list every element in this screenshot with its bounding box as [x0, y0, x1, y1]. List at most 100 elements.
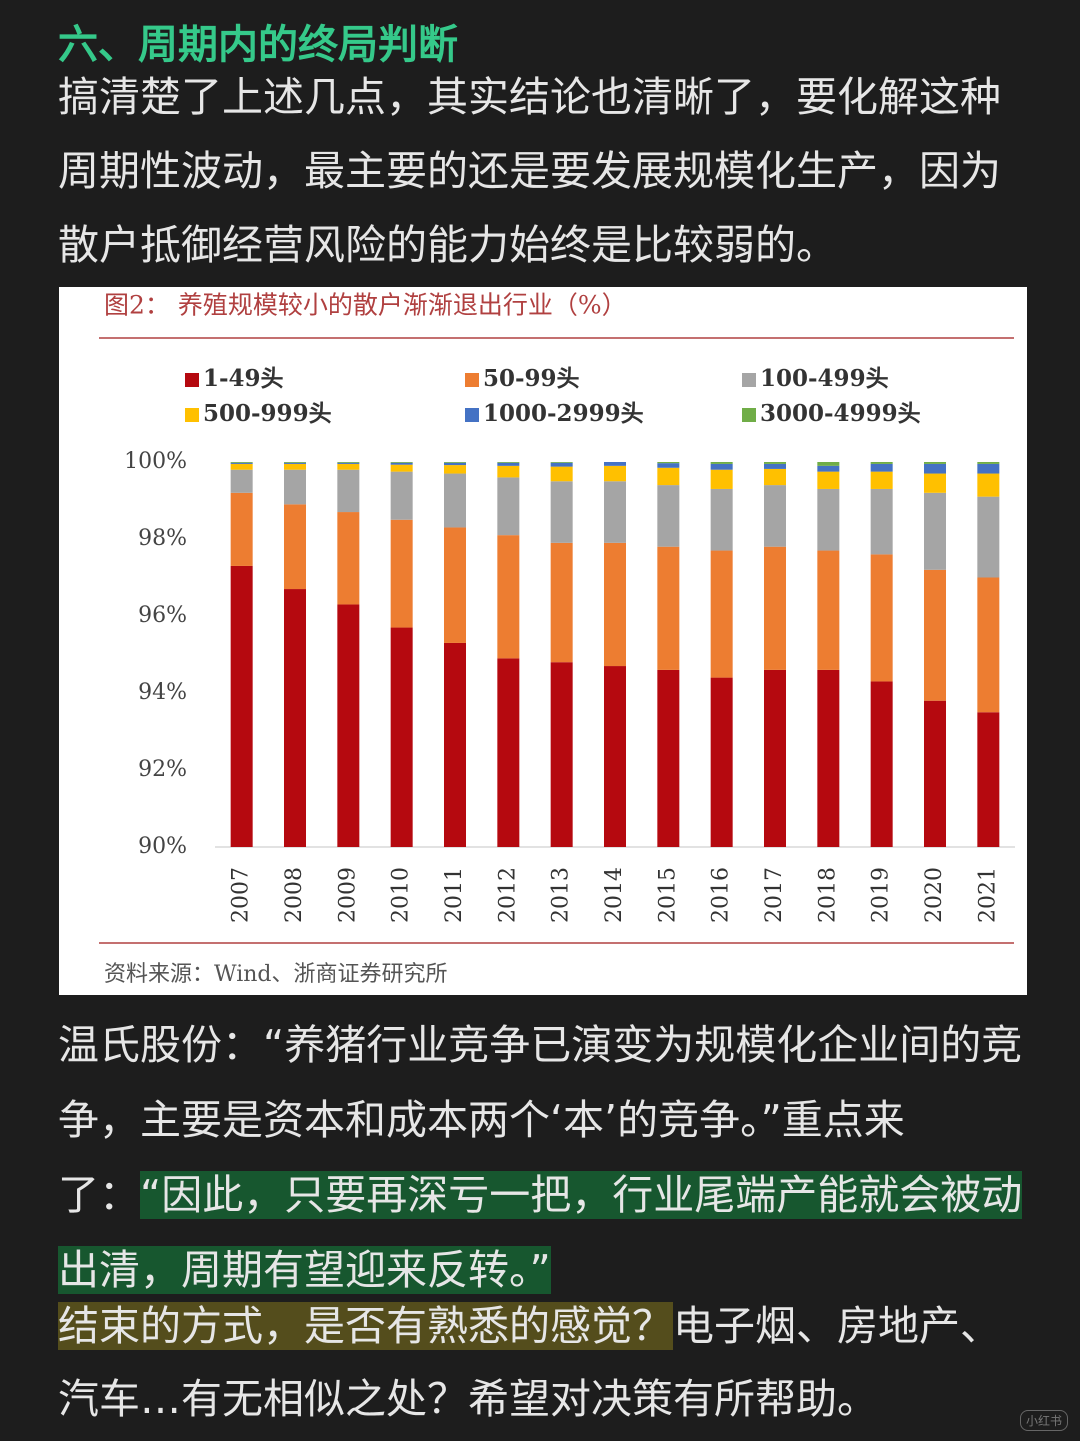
bar-segment: [710, 677, 733, 847]
bar-segment: [550, 462, 573, 463]
paragraph: 结束的方式，是否有熟悉的感觉？电子烟、房地产、汽车…有无相似之处？希望对决策有所…: [58, 1290, 1023, 1436]
bar-segment: [924, 463, 946, 474]
bar-segment: [870, 463, 893, 472]
bar-segment: [444, 527, 466, 643]
text: 电子烟、房地产、汽车…有无相似之处？希望对决策有所帮助。: [58, 1302, 1001, 1423]
bar-segment: [764, 468, 786, 486]
legend-swatch: [742, 408, 756, 422]
x-tick-label: 2011: [442, 867, 467, 923]
legend-swatch: [185, 408, 199, 422]
paragraph: 温氏股份：“养猪行业竞争已演变为规模化企业间的竞争，主要是资本和成本两个‘本’的…: [58, 1008, 1023, 1308]
x-tick-label: 2012: [495, 867, 520, 923]
bar-segment: [657, 463, 680, 468]
legend-swatch: [185, 373, 199, 387]
x-tick-label: 2021: [975, 867, 1000, 923]
bar-segment: [337, 469, 360, 513]
bar-segment: [390, 519, 413, 628]
x-tick-label: 2013: [549, 867, 574, 923]
legend-swatch: [465, 373, 479, 387]
bar-segment: [337, 463, 360, 470]
bar-segment: [817, 465, 840, 472]
bar-segment: [497, 535, 520, 659]
heading: 六、周期内的终局判断: [58, 22, 458, 68]
x-tick-label: 2019: [869, 867, 894, 923]
highlight: 结束的方式，是否有熟悉的感觉？: [58, 1302, 673, 1350]
chart-title: 图2： 养殖规模较小的散户渐渐退出行业（%）: [104, 291, 627, 320]
y-tick-label: 90%: [138, 834, 187, 859]
bar-segment: [710, 488, 733, 551]
bar-segment: [710, 463, 733, 470]
bar-segment: [230, 469, 253, 493]
text: 温氏股份：“养猪行业竞争已演变为规模化企业间的竞争，主要是资本和成本两个‘本’的…: [58, 1021, 1023, 1219]
bar-segment: [710, 469, 733, 489]
bar-segment: [977, 712, 1000, 847]
bar-segment: [870, 554, 893, 682]
bar-segment: [924, 462, 946, 464]
legend-label: 3000-4999头: [760, 400, 921, 427]
bar-segment: [924, 492, 946, 570]
bar-segment: [657, 467, 680, 486]
x-tick-label: 2016: [709, 867, 734, 923]
bar-segment: [337, 462, 360, 463]
bar-segment: [337, 604, 360, 847]
source: 资料来源：Wind、浙商证券研究所: [104, 962, 448, 987]
legend-label: 100-499头: [760, 365, 889, 392]
bar-segment: [604, 542, 626, 667]
bar-segment: [497, 462, 520, 463]
bar-segment: [817, 488, 840, 551]
bar-segment: [390, 462, 413, 463]
bar-segment: [444, 462, 466, 466]
bar-segment: [870, 462, 893, 464]
highlight: “因此，只要再深亏一把，行业尾端产能就会被动出清，周期有望迎来反转。”: [58, 1171, 1023, 1294]
bar-segment: [284, 469, 306, 505]
x-tick-label: 2007: [229, 867, 254, 923]
bar-segment: [284, 463, 306, 470]
bar-segment: [390, 464, 413, 472]
bar-segment: [390, 471, 413, 520]
watermark: 小红书: [1019, 1410, 1068, 1431]
paragraph: 搞清楚了上述几点，其实结论也清晰了，要化解这种周期性波动，最主要的还是要发展规模…: [58, 73, 1001, 269]
bar-segment: [230, 462, 253, 463]
bar-segment: [977, 473, 1000, 497]
bar-segment: [977, 463, 1000, 474]
bar-segment: [657, 462, 680, 464]
bar-segment: [444, 465, 466, 474]
bar-segment: [817, 471, 840, 489]
y-tick-label: 94%: [138, 680, 187, 705]
bar-segment: [817, 462, 840, 466]
bar-segment: [230, 492, 253, 566]
bar-segment: [657, 669, 680, 847]
bar-segment: [764, 485, 786, 547]
bar-segment: [230, 462, 253, 464]
y-tick-label: 100%: [124, 449, 187, 474]
bar-segment: [337, 462, 360, 464]
bar-segment: [550, 462, 573, 467]
x-tick-label: 2018: [815, 867, 840, 923]
x-tick-label: 2009: [335, 867, 360, 923]
chart: 图2： 养殖规模较小的散户渐渐退出行业（%） 资料来源：Wind、浙商证券研究所…: [59, 287, 1027, 995]
legend-label: 1000-2999头: [483, 400, 644, 427]
bar-segment: [497, 465, 520, 478]
bar-segment: [764, 546, 786, 670]
bar-segment: [604, 465, 626, 482]
x-tick-label: 2008: [282, 867, 307, 923]
legend-label: 500-999头: [203, 400, 332, 427]
bar-segment: [337, 512, 360, 605]
bar-segment: [444, 642, 466, 847]
bar-segment: [390, 462, 413, 465]
bar-segment: [657, 485, 680, 547]
bar-segment: [444, 473, 466, 528]
bar-segment: [870, 681, 893, 847]
y-tick-label: 92%: [138, 757, 187, 782]
bar-segment: [764, 463, 786, 469]
bar-segment: [497, 658, 520, 847]
bar-segment: [870, 488, 893, 555]
x-tick-label: 2020: [922, 867, 947, 923]
bar-segment: [657, 546, 680, 670]
bar-segment: [764, 669, 786, 847]
x-tick-label: 2010: [389, 867, 414, 923]
legend-swatch: [465, 408, 479, 422]
bar-segment: [604, 666, 626, 847]
bar-segment: [924, 569, 946, 701]
